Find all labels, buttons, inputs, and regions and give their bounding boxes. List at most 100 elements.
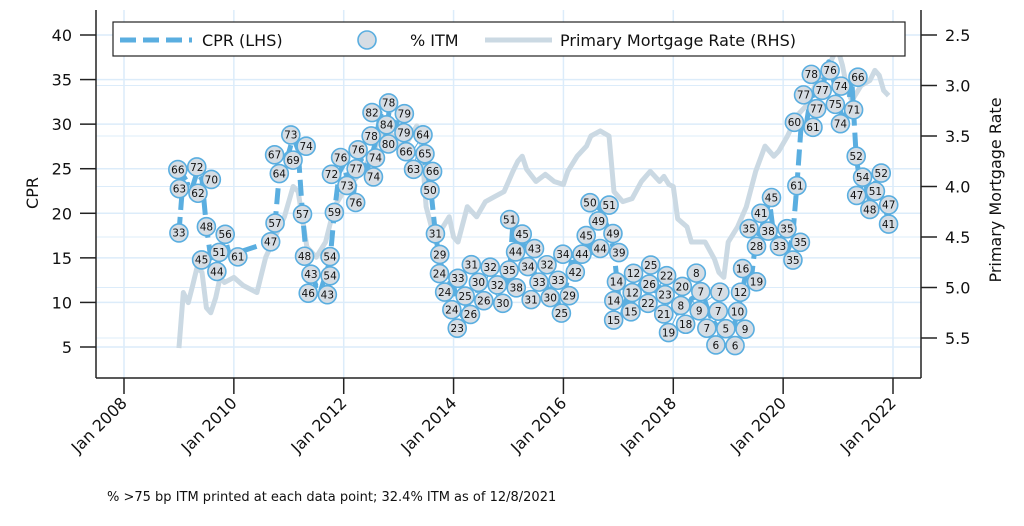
- itm-marker-circle: [330, 147, 351, 168]
- itm-marker: 21: [653, 304, 674, 324]
- itm-marker-circle: [281, 125, 301, 145]
- itm-marker: 77: [793, 85, 814, 105]
- itm-marker-circle: [283, 150, 303, 170]
- itm-marker-circle: [599, 195, 619, 215]
- itm-marker-circle: [553, 244, 573, 264]
- itm-marker-circle: [209, 242, 229, 263]
- itm-label: 43: [528, 243, 541, 255]
- itm-marker: 7: [691, 281, 711, 302]
- itm-label: 78: [805, 69, 818, 81]
- itm-marker: 45: [761, 187, 782, 208]
- itm-marker-circle: [448, 268, 468, 289]
- itm-marker: 47: [260, 232, 281, 252]
- itm-marker: 23: [447, 318, 468, 338]
- itm-marker-circle: [751, 203, 771, 224]
- itm-label: 25: [458, 291, 471, 303]
- itm-marker-circle: [621, 301, 641, 322]
- itm-label: 64: [416, 130, 430, 142]
- itm-marker: 19: [658, 322, 679, 343]
- itm-marker: 33: [169, 223, 189, 243]
- itm-label: 63: [407, 164, 420, 176]
- itm-label: 50: [423, 185, 436, 197]
- itm-marker-circle: [604, 290, 624, 311]
- itm-marker-circle: [420, 180, 440, 201]
- itm-marker-circle: [790, 232, 811, 253]
- itm-marker: 64: [413, 125, 433, 145]
- itm-marker-circle: [455, 286, 475, 306]
- itm-marker: 29: [559, 285, 580, 306]
- itm-label: 74: [834, 81, 848, 93]
- itm-marker: 8: [686, 263, 707, 283]
- itm-label: 30: [496, 298, 509, 310]
- itm-marker-circle: [846, 146, 866, 167]
- itm-marker-circle: [640, 255, 661, 275]
- itm-marker-circle: [474, 290, 494, 311]
- itm-marker: 50: [580, 192, 600, 213]
- itm-marker-circle: [324, 202, 345, 223]
- itm-marker-circle: [727, 301, 748, 322]
- itm-label: 74: [834, 118, 848, 130]
- itm-marker-circle: [865, 181, 886, 202]
- itm-label: 32: [540, 260, 553, 272]
- itm-label: 77: [797, 90, 810, 102]
- itm-label: 65: [418, 149, 431, 161]
- itm-marker: 78: [378, 93, 399, 113]
- itm-marker: 80: [378, 134, 399, 154]
- itm-marker: 25: [455, 286, 475, 306]
- itm-marker: 47: [846, 185, 867, 206]
- y2-tick-label: 4.5: [945, 228, 970, 247]
- itm-marker: 31: [521, 289, 541, 310]
- itm-marker-circle: [638, 293, 658, 314]
- itm-marker: 14: [606, 271, 627, 292]
- itm-marker: 33: [769, 236, 790, 257]
- itm-marker-circle: [540, 287, 561, 308]
- itm-marker: 24: [429, 263, 450, 284]
- itm-marker: 35: [777, 218, 797, 239]
- itm-marker-circle: [321, 164, 342, 185]
- itm-marker: 5: [716, 318, 736, 339]
- itm-label: 38: [761, 226, 774, 238]
- itm-marker-circle: [551, 303, 572, 323]
- itm-marker: 12: [623, 263, 644, 284]
- itm-marker: 25: [551, 303, 572, 323]
- itm-label: 67: [268, 150, 281, 162]
- itm-marker-circle: [188, 183, 208, 204]
- itm-label: 8: [693, 268, 700, 280]
- itm-label: 21: [657, 309, 670, 321]
- itm-marker-circle: [746, 236, 767, 257]
- itm-marker-circle: [609, 242, 629, 263]
- itm-marker-circle: [376, 114, 397, 135]
- itm-marker-circle: [461, 254, 482, 275]
- itm-marker: 7: [710, 282, 730, 302]
- itm-marker-circle: [806, 98, 827, 119]
- itm-marker: 35: [739, 218, 759, 239]
- itm-marker: 61: [803, 117, 823, 138]
- itm-marker: 10: [727, 301, 748, 322]
- itm-label: 24: [445, 305, 459, 317]
- y-tick-label: 10: [52, 293, 72, 312]
- itm-marker-circle: [499, 260, 519, 280]
- itm-marker-circle: [710, 282, 730, 302]
- itm-marker-circle: [480, 257, 501, 278]
- itm-marker: 12: [622, 282, 643, 303]
- itm-marker: 77: [806, 98, 827, 119]
- itm-marker-circle: [735, 319, 755, 339]
- itm-label: 56: [219, 229, 233, 241]
- itm-marker-circle: [521, 289, 541, 310]
- itm-label: 26: [464, 309, 478, 321]
- itm-marker: 47: [878, 195, 899, 215]
- itm-label: 34: [556, 249, 570, 261]
- itm-marker: 61: [228, 247, 248, 267]
- itm-marker-circle: [846, 185, 867, 206]
- itm-label: 49: [592, 216, 605, 228]
- itm-marker: 22: [656, 265, 677, 286]
- itm-marker: 49: [588, 211, 609, 231]
- y2-tick-label: 3.5: [945, 127, 970, 146]
- itm-marker: 44: [572, 244, 592, 264]
- itm-marker-circle: [697, 318, 717, 339]
- itm-marker: 77: [812, 80, 832, 101]
- itm-marker: 33: [448, 268, 468, 289]
- itm-label: 46: [302, 288, 316, 300]
- legend-rate-label: Primary Mortgage Rate (RHS): [560, 31, 796, 50]
